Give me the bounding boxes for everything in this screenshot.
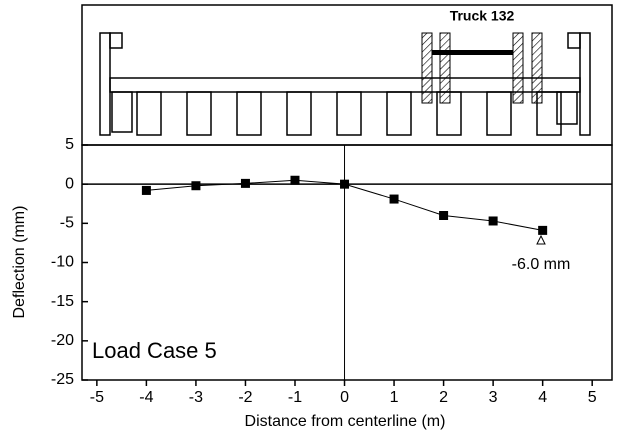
girder: [111, 91, 133, 133]
y-tick-label: -10: [51, 254, 74, 271]
x-tick-label: 3: [489, 389, 498, 406]
x-tick-label: 5: [588, 389, 597, 406]
axle: [432, 50, 513, 55]
point: [389, 194, 399, 204]
end-post: [579, 32, 591, 136]
x-tick-label: -4: [139, 389, 153, 406]
end-block: [567, 32, 581, 49]
girder: [536, 91, 562, 136]
point: [290, 175, 300, 185]
x-tick-label: -3: [189, 389, 203, 406]
end-block: [109, 32, 123, 49]
point: [141, 185, 151, 195]
y-tick-label: -25: [51, 371, 74, 388]
girder: [236, 91, 262, 136]
x-tick-label: -1: [288, 389, 302, 406]
girder: [386, 91, 412, 136]
truck-label: Truck 132: [450, 8, 515, 24]
y-tick-label: -20: [51, 332, 74, 349]
girder: [336, 91, 362, 136]
bridge-diagram: Truck 132: [81, 4, 613, 146]
x-tick-label: -5: [90, 389, 104, 406]
x-tick-label: 2: [439, 389, 448, 406]
girders: [111, 91, 578, 136]
x-axis-label: Distance from centerline (m): [245, 413, 446, 430]
x-tick-label: 4: [538, 389, 547, 406]
girder: [486, 91, 512, 136]
point: [191, 181, 201, 191]
case-label: Load Case 5: [92, 338, 217, 363]
wheel: [512, 32, 524, 104]
triangle-marker: [536, 234, 546, 245]
y-tick-label: 0: [65, 175, 74, 192]
girder: [556, 91, 578, 125]
x-tick-label: -2: [238, 389, 252, 406]
y-axis-label: Deflection (mm): [11, 206, 28, 319]
girder: [186, 91, 212, 136]
point: [340, 179, 350, 189]
y-tick-label: 5: [65, 136, 74, 153]
point: [439, 211, 449, 220]
end-post: [99, 32, 111, 136]
value-annotation: -6.0 mm: [512, 256, 571, 273]
y-tick-label: -5: [60, 215, 74, 232]
deck: [109, 77, 581, 93]
wheel: [421, 32, 433, 104]
wheel: [439, 32, 451, 104]
point: [538, 225, 548, 235]
girder: [286, 91, 312, 136]
x-tick-label: 1: [390, 389, 399, 406]
wheel: [531, 32, 543, 104]
point: [488, 216, 498, 226]
girder: [136, 91, 162, 136]
y-tick-label: -15: [51, 293, 74, 310]
point: [240, 178, 250, 188]
x-tick-label: 0: [340, 389, 349, 406]
